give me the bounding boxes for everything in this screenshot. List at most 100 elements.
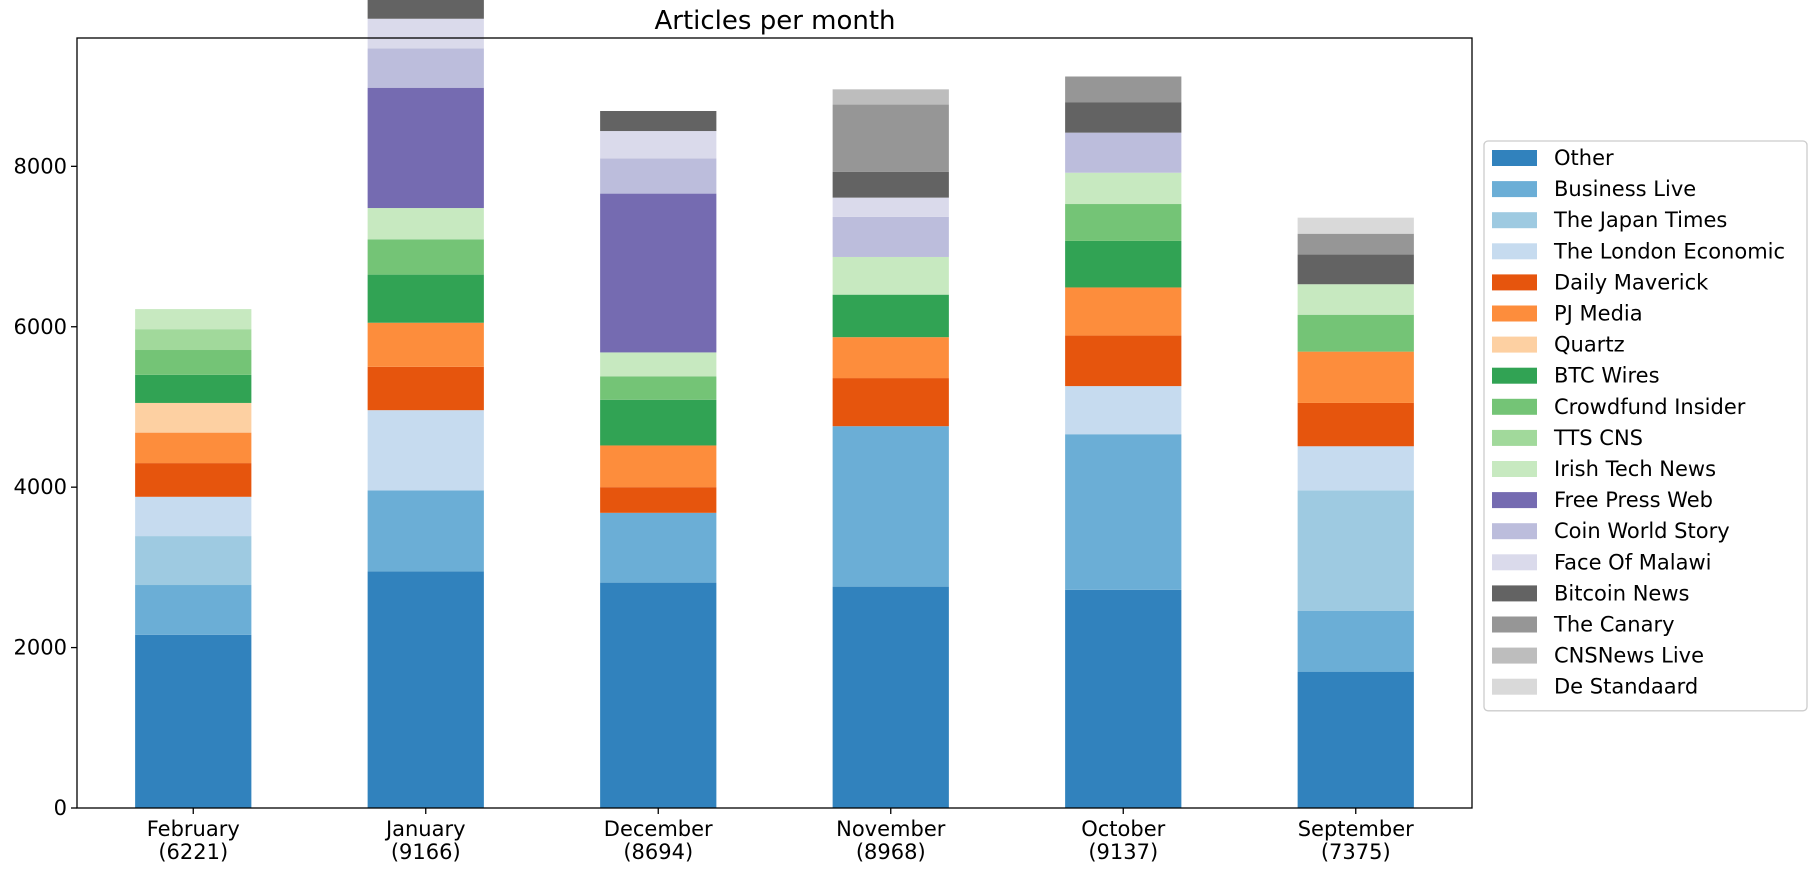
bar-segment-daily-maverick-september [1297, 402, 1414, 447]
bar-segment-coin-world-story-november [832, 216, 949, 257]
legend-swatch [1492, 461, 1537, 477]
legend-label: The Japan Times [1553, 208, 1727, 232]
legend-label: Free Press Web [1554, 488, 1713, 512]
bar-segment-the-japan-times-february [135, 536, 252, 586]
legend-swatch [1492, 492, 1537, 509]
bar-segment-crowdfund-insider-october [1065, 204, 1182, 241]
bar-segment-coin-world-story-december [600, 158, 717, 194]
legend-label: BTC Wires [1554, 364, 1660, 388]
legend-swatch [1492, 585, 1537, 602]
legend-label: PJ Media [1554, 302, 1643, 326]
bar-segment-bitcoin-news-november [832, 171, 949, 198]
bar-segment-the-canary-october [1065, 76, 1182, 103]
x-tick-label-month: February [147, 817, 240, 841]
bar-segment-business-live-october [1065, 434, 1182, 590]
bar-segment-business-live-december [600, 512, 717, 583]
bar-segment-the-canary-november [832, 104, 949, 172]
legend-swatch [1492, 274, 1537, 291]
bar-segment-crowdfund-insider-december [600, 376, 717, 400]
x-tick-label-month: September [1298, 817, 1414, 841]
bar-segment-pj-media-october [1065, 287, 1182, 336]
bar-segment-the-london-economic-september [1297, 446, 1414, 491]
bar-segment-the-london-economic-january [367, 410, 484, 491]
bar-segment-cnsnews-live-november [832, 89, 949, 105]
x-tick-label-month: November [836, 817, 946, 841]
x-tick-label-month: October [1081, 817, 1165, 841]
x-tick-label-total: (8694) [623, 840, 693, 864]
legend-swatch [1492, 398, 1537, 415]
bar-segment-btc-wires-october [1065, 240, 1182, 288]
plot-frame [76, 37, 1473, 809]
legend-label: De Standaard [1554, 675, 1698, 699]
legend-swatch [1492, 429, 1537, 446]
bar-segment-irish-tech-news-january [367, 208, 484, 240]
legend-label: Crowdfund Insider [1554, 395, 1746, 419]
bar-segment-face-of-malawi-december [600, 131, 717, 159]
legend-label: The Canary [1553, 613, 1675, 637]
bar-segment-btc-wires-december [600, 399, 717, 446]
legend-label: Other [1554, 146, 1614, 170]
bar-segment-pj-media-february [135, 432, 252, 464]
bar-segment-business-live-september [1297, 610, 1414, 672]
chart-title: Articles per month [654, 6, 895, 36]
bar-segment-business-live-january [367, 490, 484, 572]
bar-segment-crowdfund-insider-february [135, 350, 252, 375]
bar-segment-daily-maverick-november [832, 378, 949, 427]
bar-segment-the-japan-times-september [1297, 490, 1414, 611]
legend-swatch [1492, 523, 1537, 540]
legend-label: TTS CNS [1553, 426, 1643, 450]
bar-segment-bitcoin-news-september [1297, 254, 1414, 285]
legend-label: Business Live [1554, 177, 1696, 201]
legend-swatch [1492, 181, 1537, 198]
bar-segment-btc-wires-february [135, 374, 252, 403]
bar-segment-btc-wires-november [832, 294, 949, 338]
bar-segment-pj-media-december [600, 445, 717, 488]
bar-segment-coin-world-story-october [1065, 132, 1182, 173]
legend-label: Coin World Story [1554, 519, 1730, 543]
legend-box [1483, 140, 1808, 712]
bar-segment-free-press-web-january [367, 87, 484, 209]
legend-label: Irish Tech News [1554, 457, 1716, 481]
bar-segment-pj-media-november [832, 337, 949, 379]
bar-segment-other-october [1065, 589, 1182, 808]
x-tick-label-month: December [604, 817, 713, 841]
bar-segment-irish-tech-news-october [1065, 172, 1182, 205]
legend-swatch [1492, 336, 1537, 353]
bar-segment-face-of-malawi-january [367, 18, 484, 49]
bar-segment-irish-tech-news-december [600, 352, 717, 377]
bar-segment-other-november [832, 586, 949, 808]
legend-swatch [1492, 305, 1537, 322]
bar-segment-irish-tech-news-november [832, 256, 949, 295]
bar-segment-coin-world-story-january [367, 48, 484, 88]
y-tick-label: 8000 [14, 154, 67, 178]
bar-segment-de-standaard-september [1297, 217, 1414, 234]
bar-segment-irish-tech-news-september [1297, 284, 1414, 315]
bar-segment-quartz-february [135, 402, 252, 433]
bar-segment-face-of-malawi-november [832, 197, 949, 217]
legend-swatch [1492, 616, 1537, 633]
bar-segment-business-live-february [135, 585, 252, 635]
x-tick-label-month: January [384, 817, 466, 841]
bar-segment-pj-media-september [1297, 351, 1414, 403]
bar-segment-daily-maverick-february [135, 463, 252, 497]
legend-swatch [1492, 367, 1537, 384]
bar-segment-the-canary-september [1297, 233, 1414, 255]
bar-segment-daily-maverick-october [1065, 335, 1182, 387]
legend-swatch [1492, 678, 1537, 695]
bar-segment-daily-maverick-january [367, 366, 484, 411]
bar-segment-other-february [135, 634, 252, 808]
x-tick-label-total: (6221) [158, 840, 228, 864]
legend-label: Bitcoin News [1554, 581, 1689, 605]
bar-segment-business-live-november [832, 426, 949, 587]
x-tick-label-total: (9166) [391, 840, 461, 864]
legend-label: Daily Maverick [1554, 270, 1709, 294]
legend-label: Quartz [1554, 333, 1625, 357]
legend-swatch [1492, 150, 1537, 166]
bar-segment-other-september [1297, 671, 1414, 808]
bar-segment-free-press-web-december [600, 193, 717, 353]
legend-swatch [1492, 554, 1537, 571]
legend-swatch [1492, 243, 1537, 260]
bar-segment-other-january [367, 571, 484, 808]
y-tick-label: 0 [54, 796, 67, 820]
